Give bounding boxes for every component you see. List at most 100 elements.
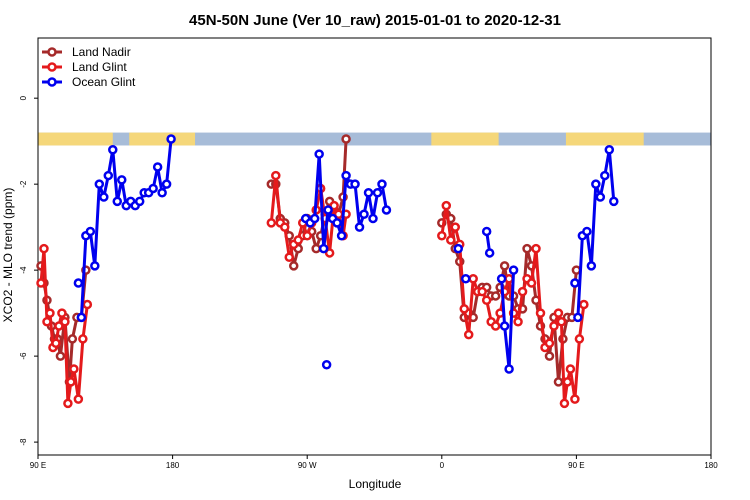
ocean-glint-point	[309, 213, 320, 224]
ocean-glint-point	[453, 243, 464, 254]
ocean-glint-point	[595, 192, 606, 202]
land-glint-point	[556, 316, 567, 327]
land-glint-point	[63, 398, 73, 409]
plot-frame	[37, 37, 712, 456]
land-glint-point	[66, 377, 76, 387]
ocean-glint-point	[460, 273, 471, 284]
land-segment	[38, 132, 113, 146]
y-tick-label: -4	[19, 266, 28, 274]
land-glint-point	[549, 321, 559, 331]
land-glint-point	[302, 231, 312, 241]
axes: 90 E 180 90 W 0 90 E 180 0 -2 -4 -6 -8	[19, 95, 718, 470]
ocean-glint-point	[496, 273, 507, 284]
ocean-glint-point	[314, 149, 324, 159]
land-glint-point	[459, 304, 469, 314]
x-tick-label: 90 E	[568, 461, 584, 470]
land-glint-point	[490, 321, 501, 331]
ocean-glint-point	[73, 278, 84, 288]
ocean-glint-point	[377, 179, 387, 189]
land-glint-point	[69, 364, 79, 374]
land-nadir-point	[522, 243, 532, 254]
ocean-glint-point	[359, 209, 369, 220]
ocean-glint-point	[108, 145, 118, 155]
land-glint-point	[553, 308, 564, 318]
land-glint-point	[481, 295, 492, 305]
ocean-glint-point	[591, 179, 601, 189]
land-segment	[565, 132, 644, 146]
ocean-glint-point	[604, 145, 615, 155]
land-glint-point	[329, 200, 339, 211]
land-glint-point	[477, 286, 487, 297]
land-glint-point	[544, 338, 555, 348]
x-tick-label: 90 W	[298, 461, 317, 470]
ocean-glint-point	[504, 364, 514, 374]
land-glint-point	[54, 321, 64, 331]
land-glint-point	[82, 299, 93, 310]
land-nadir-point	[490, 291, 501, 301]
ocean-glint-point	[609, 196, 619, 207]
ocean-glint-point	[582, 226, 592, 237]
y-tick-label: -6	[19, 352, 28, 360]
land-nadir-point	[311, 243, 321, 254]
ocean-glint-point	[573, 312, 583, 323]
land-glint-point	[36, 278, 46, 288]
land-glint-point	[513, 316, 523, 327]
land-glint-point	[535, 308, 546, 318]
land-glint-point	[441, 200, 452, 211]
land-glint-point	[559, 398, 570, 409]
ocean-glint-point	[354, 222, 365, 232]
land-glint-point	[39, 243, 49, 254]
ocean-glint-point	[368, 213, 378, 224]
ocean-glint-point	[148, 183, 158, 194]
ocean-glint-point	[336, 231, 347, 241]
series-ocean-glint	[73, 134, 619, 374]
ocean-glint-line	[500, 270, 516, 371]
land-nadir-point	[55, 351, 66, 361]
x-axis-label: Longitude	[349, 477, 402, 491]
x-tick-label: 180	[704, 461, 718, 470]
x-tick-label: 90 E	[30, 461, 46, 470]
ocean-glint-point	[157, 188, 167, 198]
legend-item-land-nadir: Land Nadir	[42, 45, 131, 59]
land-nadir-point	[341, 134, 351, 144]
legend-label: Land Nadir	[72, 45, 131, 59]
land-glint-point	[468, 273, 478, 284]
series-land-nadir	[36, 134, 582, 387]
land-nadir-point	[553, 377, 564, 387]
ocean-glint-point	[76, 312, 87, 323]
land-glint-point	[280, 222, 290, 232]
land-glint-point	[266, 218, 277, 228]
ocean-glint-point	[321, 359, 332, 370]
ocean-glint-point	[570, 278, 580, 288]
land-glint-point	[450, 222, 461, 232]
ocean-glint-point	[499, 321, 510, 331]
legend-marker	[47, 47, 57, 57]
y-tick-label: -8	[19, 438, 28, 446]
ocean-glint-point	[103, 170, 114, 181]
ocean-glint-point	[484, 248, 495, 258]
legend-marker	[47, 62, 57, 72]
legend-marker	[47, 77, 57, 87]
ocean-glint-point	[341, 170, 351, 181]
ocean-band	[38, 132, 711, 146]
land-glint-point	[284, 252, 295, 262]
ocean-glint-point	[323, 205, 333, 215]
ocean-glint-point	[99, 192, 109, 202]
land-nadir-point	[67, 334, 78, 344]
ocean-glint-point	[350, 179, 360, 189]
legend-item-ocean-glint: Ocean Glint	[42, 75, 136, 89]
land-nadir-point	[571, 265, 582, 275]
ocean-glint-point	[166, 134, 176, 144]
land-glint-point	[73, 394, 84, 404]
land-glint-point	[293, 235, 303, 245]
ocean-glint-point	[481, 226, 492, 237]
land-glint-point	[42, 316, 52, 327]
y-tick-label: 0	[19, 95, 28, 100]
land-glint-point	[57, 308, 67, 318]
ocean-glint-point	[85, 226, 96, 237]
land-glint-point	[45, 308, 55, 318]
series-land-glint	[36, 170, 589, 409]
land-ocean-strip	[38, 132, 711, 146]
